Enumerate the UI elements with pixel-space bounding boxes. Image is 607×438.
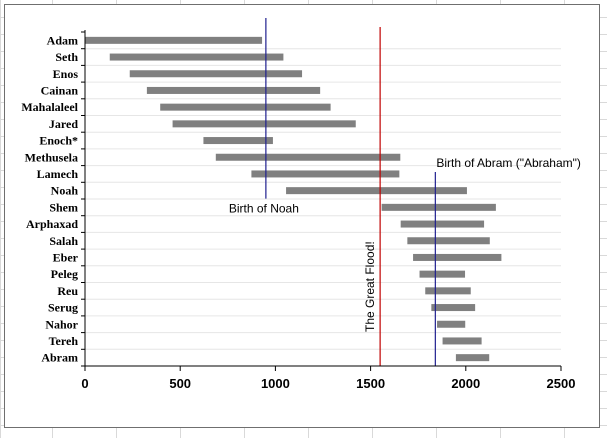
category-label: Eber [53, 250, 79, 264]
x-tick-label: 1500 [356, 376, 385, 391]
x-tick-labels: 0 500 1000 1500 2000 2500 [81, 376, 575, 391]
x-tick-label: 2500 [547, 376, 576, 391]
bar [203, 137, 273, 145]
annotation-birth-of-noah: Birth of Noah [229, 202, 299, 216]
bar [442, 337, 482, 345]
bar [129, 70, 303, 78]
category-label: Salah [49, 234, 78, 248]
category-label: Lamech [37, 167, 79, 181]
category-label: Abram [41, 351, 78, 365]
bar [85, 36, 263, 44]
category-label: Serug [48, 301, 78, 315]
category-label: Enoch* [39, 134, 78, 148]
bar [407, 237, 490, 245]
bar [160, 103, 331, 111]
bar [455, 354, 490, 362]
bar [172, 120, 356, 128]
axes [81, 30, 562, 371]
annotation-birth-of-abram: Birth of Abram ("Abraham") [436, 156, 581, 170]
bar [425, 287, 471, 295]
category-label: Methusela [25, 150, 78, 164]
row-guide-lines [85, 48, 561, 350]
bar [437, 320, 466, 328]
bars [85, 36, 502, 362]
annotation-great-flood: The Great Flood! [363, 241, 377, 332]
category-label: Mahalaleel [21, 100, 78, 114]
bar [400, 220, 485, 228]
bar [215, 153, 401, 161]
category-label: Shem [49, 200, 78, 214]
category-label: Tereh [49, 334, 79, 348]
bar [413, 253, 502, 261]
bar [431, 304, 476, 312]
bar [286, 187, 467, 195]
category-label: Seth [55, 50, 78, 64]
category-label: Cainan [41, 83, 79, 97]
x-tick-label: 500 [169, 376, 191, 391]
category-label: Enos [53, 67, 79, 81]
x-tick-label: 2000 [451, 376, 480, 391]
category-label: Peleg [51, 267, 78, 281]
category-labels: Adam Seth Enos Cainan Mahalaleel Jared Enoch* M… [21, 33, 78, 364]
category-label: Nahor [45, 317, 78, 331]
x-tick-label: 1000 [261, 376, 290, 391]
bar [381, 203, 496, 211]
x-tick-label: 0 [81, 376, 88, 391]
category-label: Jared [49, 117, 78, 131]
bar [251, 170, 400, 178]
reference-lines [265, 18, 436, 366]
bar [146, 86, 321, 94]
bar [109, 53, 284, 61]
category-label: Reu [57, 284, 78, 298]
category-label: Noah [51, 184, 79, 198]
annotations: Birth of Noah The Great Flood! Birth of Ab… [229, 156, 581, 332]
category-label: Adam [47, 33, 78, 47]
bar [419, 270, 466, 278]
category-label: Arphaxad [26, 217, 78, 231]
